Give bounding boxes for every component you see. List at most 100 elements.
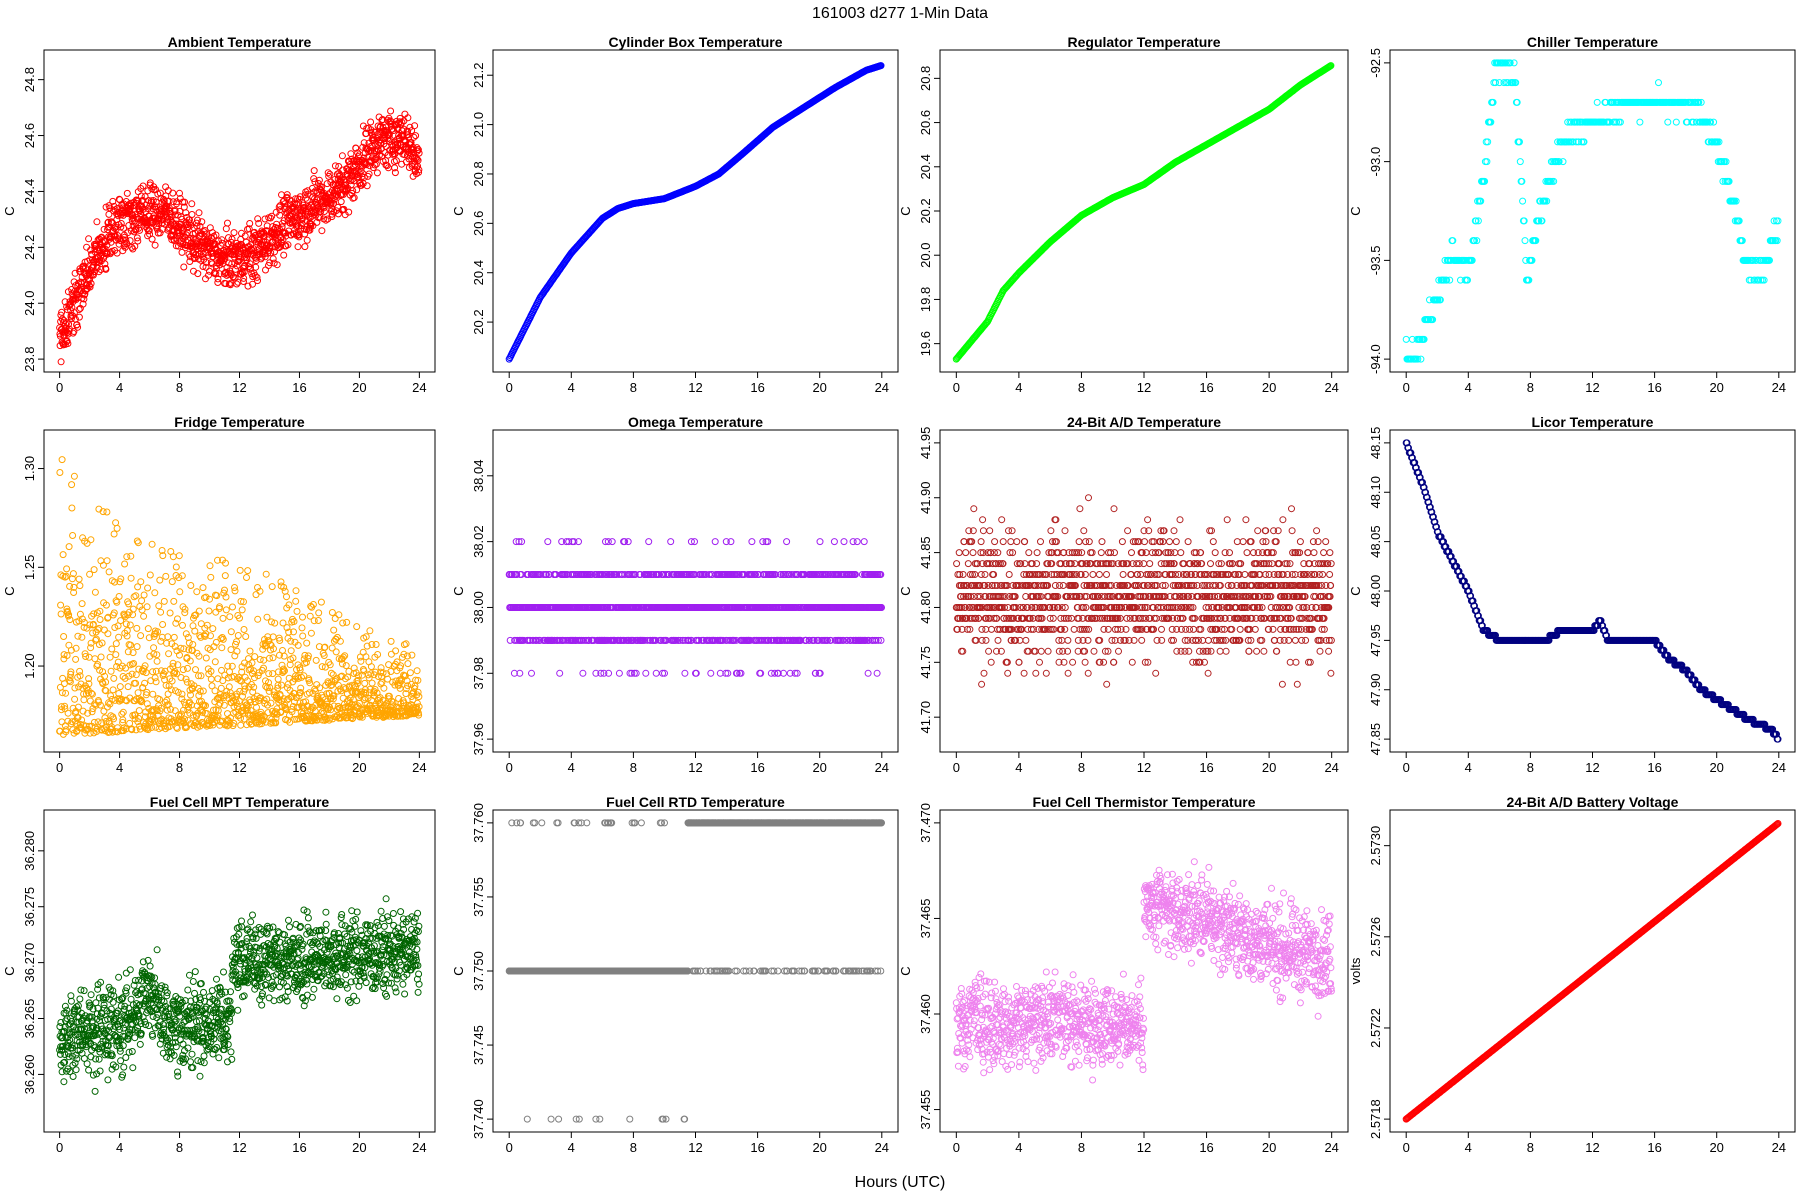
data-point (70, 278, 78, 286)
data-point (126, 237, 134, 245)
data-point (172, 563, 180, 571)
data-point (227, 628, 235, 636)
data-point (132, 671, 140, 679)
data-point (70, 309, 78, 317)
data-point (121, 560, 129, 568)
data-point (244, 567, 252, 575)
x-tick-label: 8 (1078, 380, 1085, 395)
data-point (79, 300, 87, 308)
plot-frame (43, 49, 436, 373)
data-point (232, 265, 239, 273)
data-point (95, 268, 103, 276)
x-tick-label: 0 (1403, 380, 1410, 395)
data-point (57, 358, 65, 366)
data-point (248, 270, 256, 278)
data-point (125, 600, 133, 608)
data-point (227, 646, 235, 654)
x-tick-label: 4 (1015, 380, 1022, 395)
data-point (100, 225, 108, 233)
data-point (332, 648, 340, 656)
data-point (227, 238, 235, 246)
data-point (209, 625, 217, 633)
x-tick-label: 16 (750, 380, 764, 395)
data-point (189, 641, 197, 648)
data-point (285, 674, 293, 682)
data-point (211, 658, 219, 666)
data-point (112, 640, 120, 648)
data-point (387, 637, 395, 645)
data-point (59, 551, 67, 559)
data-point (63, 565, 71, 573)
data-point (271, 248, 278, 256)
y-axis-label: C (2, 586, 17, 595)
data-point (105, 210, 113, 218)
y-axis-label: C (898, 206, 913, 215)
x-tick-label: 16 (1199, 380, 1213, 395)
data-point (230, 273, 237, 281)
panel-title: Fridge Temperature (174, 414, 305, 430)
y-tick-label: 20.0 (918, 243, 933, 268)
data-point (134, 237, 142, 245)
data-point (211, 268, 219, 276)
y-tick-label: 19.8 (918, 287, 933, 312)
data-point (65, 320, 73, 328)
data-point (236, 566, 244, 574)
data-point (330, 626, 338, 634)
data-point (404, 660, 412, 668)
data-point (242, 633, 250, 640)
data-point (243, 574, 250, 581)
data-point (191, 236, 199, 244)
data-point (162, 572, 170, 580)
data-point (124, 683, 132, 691)
data-point (194, 270, 202, 278)
data-point (155, 602, 163, 610)
data-point (312, 656, 320, 664)
data-point (70, 472, 78, 480)
data-point (230, 229, 238, 237)
data-point (222, 225, 230, 233)
data-point (219, 614, 227, 622)
data-point (101, 714, 109, 722)
data-point (115, 633, 123, 641)
data-points (56, 456, 423, 738)
y-tick-label: 21.0 (471, 112, 486, 137)
data-point (127, 552, 135, 560)
y-tick-label: 20.6 (918, 110, 933, 135)
x-tick-label: 16 (292, 760, 306, 775)
y-tick-label: 24.6 (22, 123, 37, 148)
data-point (151, 589, 159, 597)
x-tick-label: 4 (568, 380, 575, 395)
data-point (528, 669, 535, 677)
data-point (274, 675, 282, 683)
data-point (269, 654, 277, 662)
data-point (176, 189, 183, 197)
data-point (317, 598, 325, 606)
data-point (254, 215, 262, 223)
data-point (127, 574, 135, 582)
data-point (240, 278, 247, 285)
data-point (119, 708, 127, 716)
data-point (315, 609, 323, 617)
data-point (229, 603, 236, 611)
panel-title: Chiller Temperature (1527, 34, 1658, 50)
x-tick-label: 24 (1324, 380, 1338, 395)
data-point (86, 276, 94, 284)
x-tick-label: 20 (352, 760, 366, 775)
data-point (116, 683, 124, 691)
data-point (318, 227, 326, 235)
data-point (168, 578, 176, 586)
data-point (93, 218, 101, 226)
data-point (160, 597, 168, 605)
data-point (166, 210, 174, 217)
data-point (252, 591, 260, 599)
data-point (69, 532, 77, 539)
x-tick-label: 20 (1262, 380, 1276, 395)
data-point (133, 234, 141, 242)
data-point (228, 662, 236, 670)
data-point (135, 707, 143, 715)
data-point (263, 613, 271, 621)
data-point (228, 235, 236, 243)
data-point (245, 225, 253, 233)
